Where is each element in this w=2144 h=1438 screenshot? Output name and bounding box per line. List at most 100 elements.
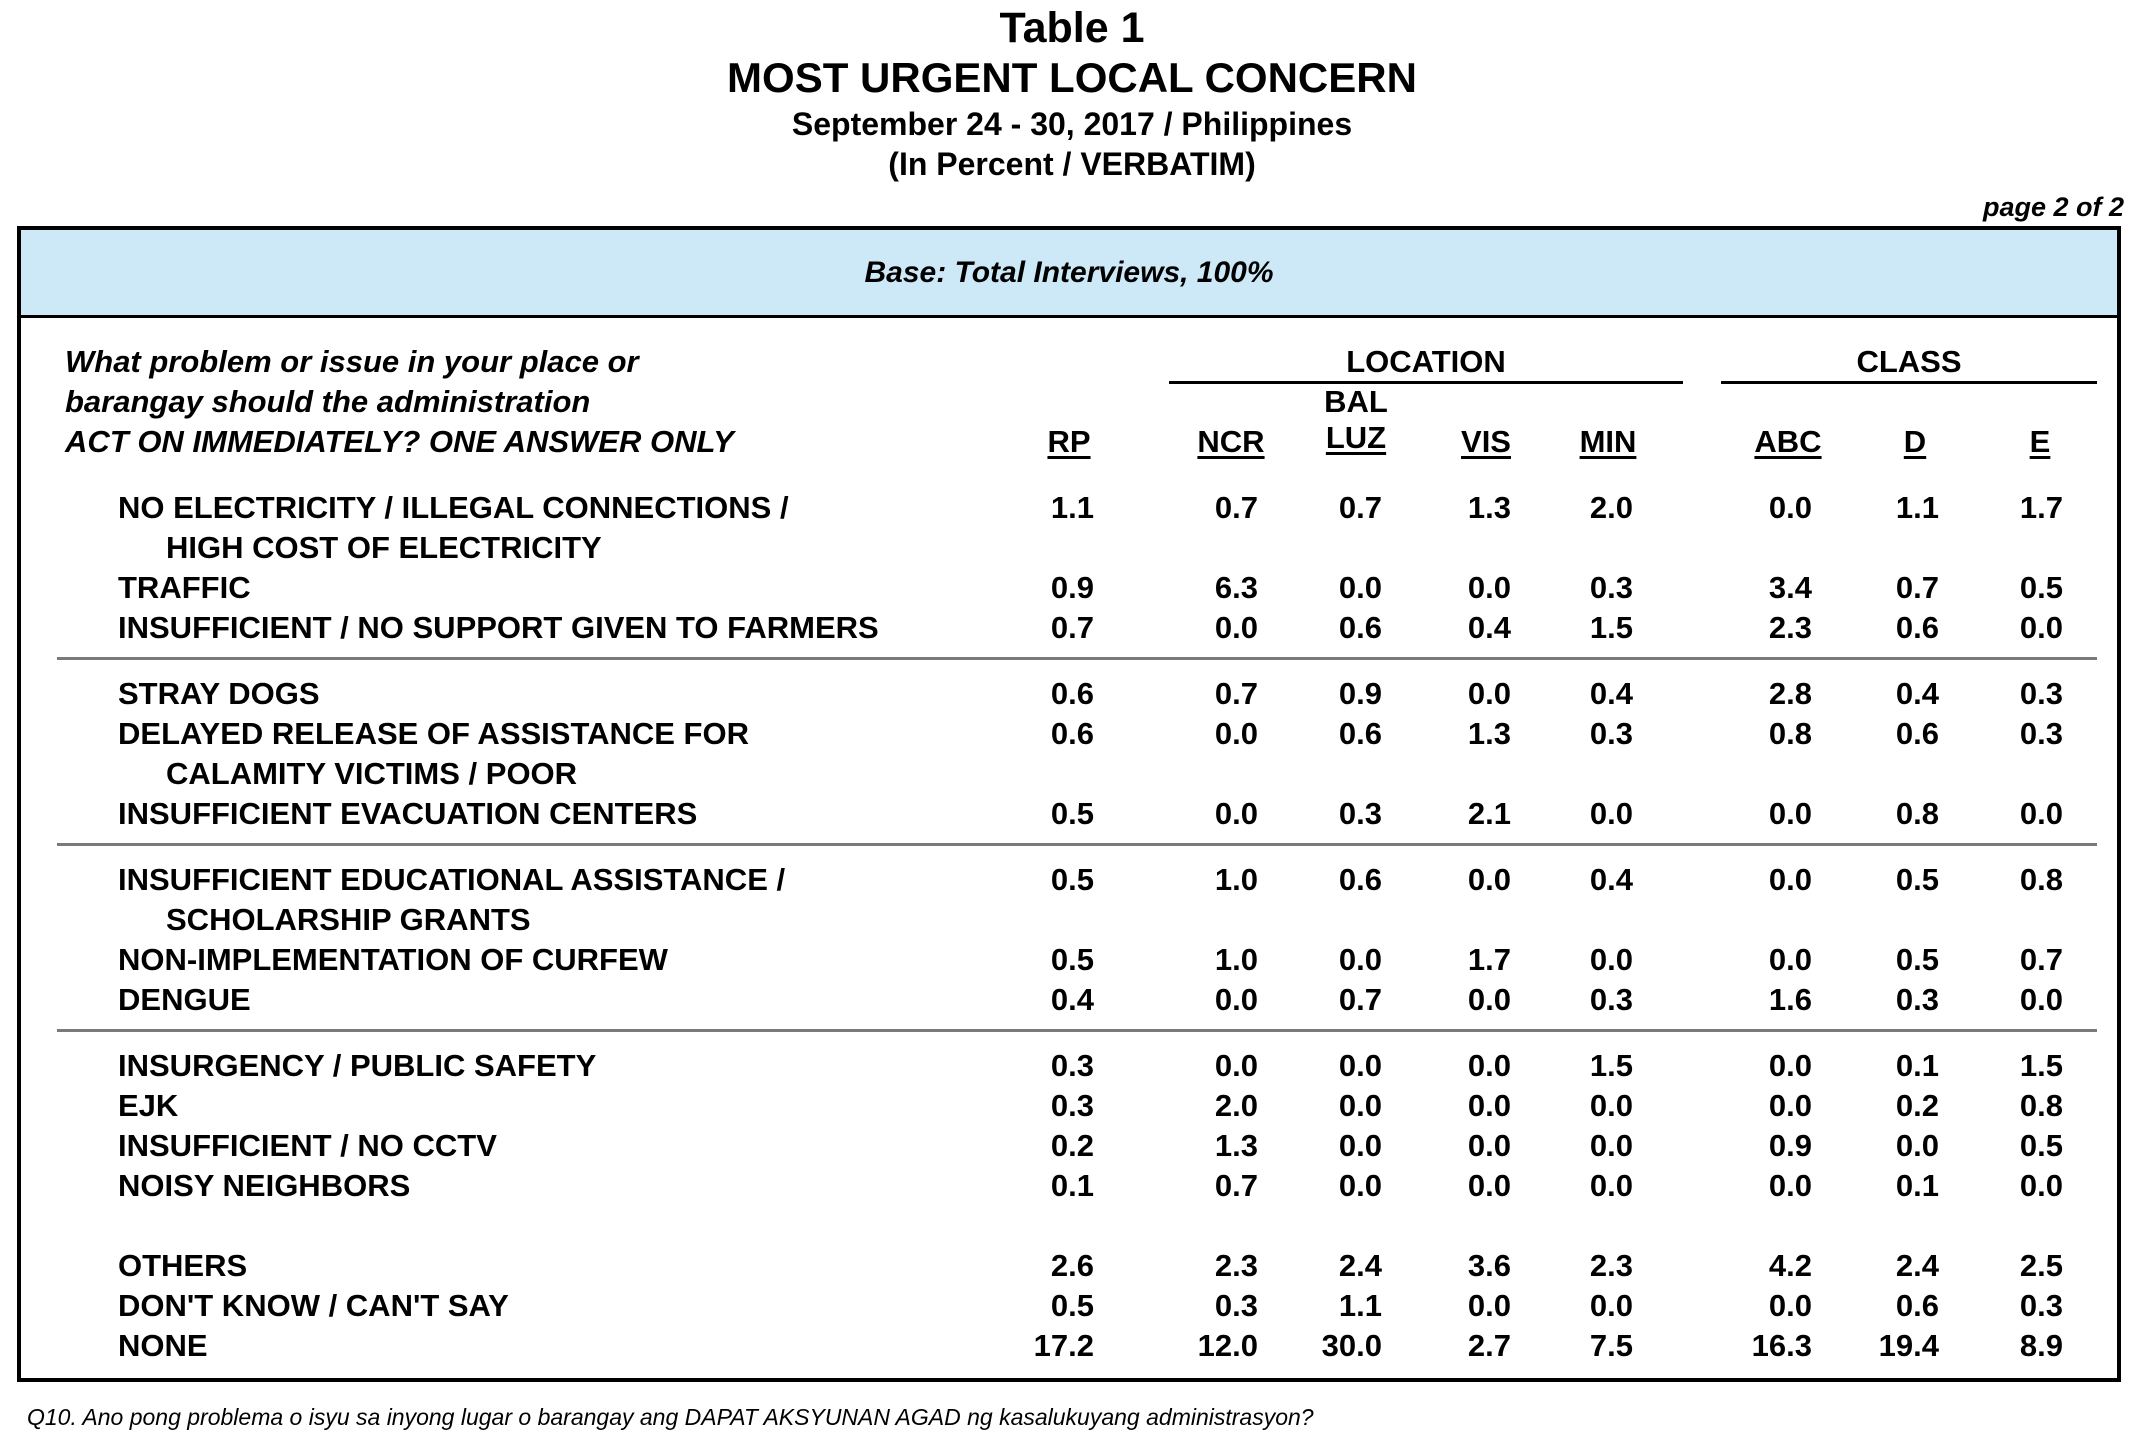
cell-rp: 0.9 [1050, 570, 1094, 605]
cell-ncr: 0.7 [1214, 1168, 1258, 1203]
cell-ncr: 0.0 [1214, 610, 1258, 645]
row-label: NOISY NEIGHBORS [118, 1168, 411, 1203]
cell-vis: 0.0 [1467, 1048, 1511, 1083]
cell-vis: 1.7 [1467, 942, 1511, 977]
cell-min: 0.0 [1589, 1288, 1633, 1323]
cell-abc: 2.8 [1768, 676, 1812, 711]
cell-e: 2.5 [2019, 1248, 2063, 1283]
cell-min: 0.3 [1589, 716, 1633, 751]
cell-vis: 2.1 [1467, 796, 1511, 831]
cell-ncr: 0.0 [1214, 1048, 1258, 1083]
group-line-location [1169, 381, 1683, 384]
cell-e: 0.8 [2019, 1088, 2063, 1123]
group-separator [57, 657, 2097, 660]
cell-min: 0.0 [1589, 1088, 1633, 1123]
cell-vis: 1.3 [1467, 490, 1511, 525]
cell-d: 0.7 [1895, 570, 1939, 605]
cell-vis: 0.0 [1467, 982, 1511, 1017]
cell-d: 1.1 [1895, 490, 1939, 525]
cell-min: 1.5 [1589, 1048, 1633, 1083]
cell-rp: 0.1 [1050, 1168, 1094, 1203]
row-label: STRAY DOGS [118, 676, 320, 711]
cell-rp: 0.3 [1050, 1088, 1094, 1123]
column-header-d: D [1903, 424, 1927, 459]
cell-d: 0.2 [1895, 1088, 1939, 1123]
cell-bal-luz: 0.9 [1338, 676, 1382, 711]
cell-e: 1.5 [2019, 1048, 2063, 1083]
cell-e: 0.3 [2019, 676, 2063, 711]
cell-vis: 2.7 [1467, 1328, 1511, 1363]
cell-min: 0.0 [1589, 796, 1633, 831]
cell-ncr: 0.7 [1214, 676, 1258, 711]
cell-abc: 1.6 [1768, 982, 1812, 1017]
cell-ncr: 0.3 [1214, 1288, 1258, 1323]
row-label: INSUFFICIENT / NO SUPPORT GIVEN TO FARME… [118, 610, 879, 645]
cell-d: 0.6 [1895, 716, 1939, 751]
cell-abc: 16.3 [1751, 1328, 1812, 1363]
cell-rp: 0.5 [1050, 942, 1094, 977]
column-header-part: BAL [1324, 384, 1388, 419]
cell-bal-luz: 0.3 [1338, 796, 1382, 831]
cell-bal-luz: 0.6 [1338, 610, 1382, 645]
cell-vis: 0.0 [1467, 1168, 1511, 1203]
cell-rp: 1.1 [1050, 490, 1094, 525]
row-label: INSUFFICIENT / NO CCTV [118, 1128, 497, 1163]
cell-ncr: 0.0 [1214, 796, 1258, 831]
cell-ncr: 12.0 [1197, 1328, 1258, 1363]
row-label: TRAFFIC [118, 570, 251, 605]
cell-e: 0.3 [2019, 1288, 2063, 1323]
cell-ncr: 0.0 [1214, 716, 1258, 751]
cell-min: 2.0 [1589, 490, 1633, 525]
cell-bal-luz: 0.0 [1338, 1128, 1382, 1163]
column-header-abc: ABC [1754, 424, 1822, 459]
base-band: Base: Total Interviews, 100% [21, 230, 2117, 318]
cell-ncr: 0.7 [1214, 490, 1258, 525]
row-label: EJK [118, 1088, 179, 1123]
row-label: NO ELECTRICITY / ILLEGAL CONNECTIONS / [118, 490, 789, 525]
column-header-e: E [2029, 424, 2051, 459]
cell-bal-luz: 0.0 [1338, 1048, 1382, 1083]
group-separator [57, 843, 2097, 846]
row-label: CALAMITY VICTIMS / POOR [166, 756, 578, 791]
cell-d: 19.4 [1878, 1328, 1939, 1363]
table-title: Table 1 [999, 4, 1145, 52]
question-line-1: What problem or issue in your place or [65, 344, 639, 379]
cell-d: 0.5 [1895, 942, 1939, 977]
cell-abc: 0.0 [1768, 862, 1812, 897]
cell-rp: 0.5 [1050, 796, 1094, 831]
cell-vis: 0.0 [1467, 1128, 1511, 1163]
column-header-rp: RP [1047, 424, 1091, 459]
cell-vis: 3.6 [1467, 1248, 1511, 1283]
cell-e: 0.0 [2019, 796, 2063, 831]
row-label: INSUFFICIENT EVACUATION CENTERS [118, 796, 698, 831]
cell-d: 0.1 [1895, 1048, 1939, 1083]
cell-min: 0.0 [1589, 942, 1633, 977]
footnote: Q10. Ano pong problema o isyu sa inyong … [27, 1404, 1314, 1430]
cell-vis: 1.3 [1467, 716, 1511, 751]
cell-vis: 0.0 [1467, 862, 1511, 897]
cell-e: 0.3 [2019, 716, 2063, 751]
cell-ncr: 2.3 [1214, 1248, 1258, 1283]
cell-bal-luz: 30.0 [1321, 1328, 1382, 1363]
unit-line: (In Percent / VERBATIM) [888, 146, 1256, 182]
cell-rp: 0.6 [1050, 676, 1094, 711]
cell-ncr: 6.3 [1214, 570, 1258, 605]
cell-bal-luz: 0.0 [1338, 570, 1382, 605]
cell-e: 0.0 [2019, 1168, 2063, 1203]
group-separator [57, 1029, 2097, 1032]
column-header-min: MIN [1579, 424, 1637, 459]
question-line-3: ACT ON IMMEDIATELY? ONE ANSWER ONLY [65, 424, 734, 459]
row-label: DELAYED RELEASE OF ASSISTANCE FOR [118, 716, 749, 751]
question-line-2: barangay should the administration [65, 384, 591, 419]
column-header-part: LUZ [1325, 420, 1387, 455]
cell-abc: 0.0 [1768, 490, 1812, 525]
column-header-vis: VIS [1461, 424, 1511, 459]
column-header-ncr: NCR [1197, 424, 1265, 459]
cell-bal-luz: 0.6 [1338, 716, 1382, 751]
cell-e: 0.7 [2019, 942, 2063, 977]
cell-min: 0.3 [1589, 570, 1633, 605]
cell-rp: 0.3 [1050, 1048, 1094, 1083]
column-header-bal-luz: BAL LUZ [1296, 384, 1416, 456]
cell-ncr: 0.0 [1214, 982, 1258, 1017]
cell-ncr: 1.0 [1214, 862, 1258, 897]
